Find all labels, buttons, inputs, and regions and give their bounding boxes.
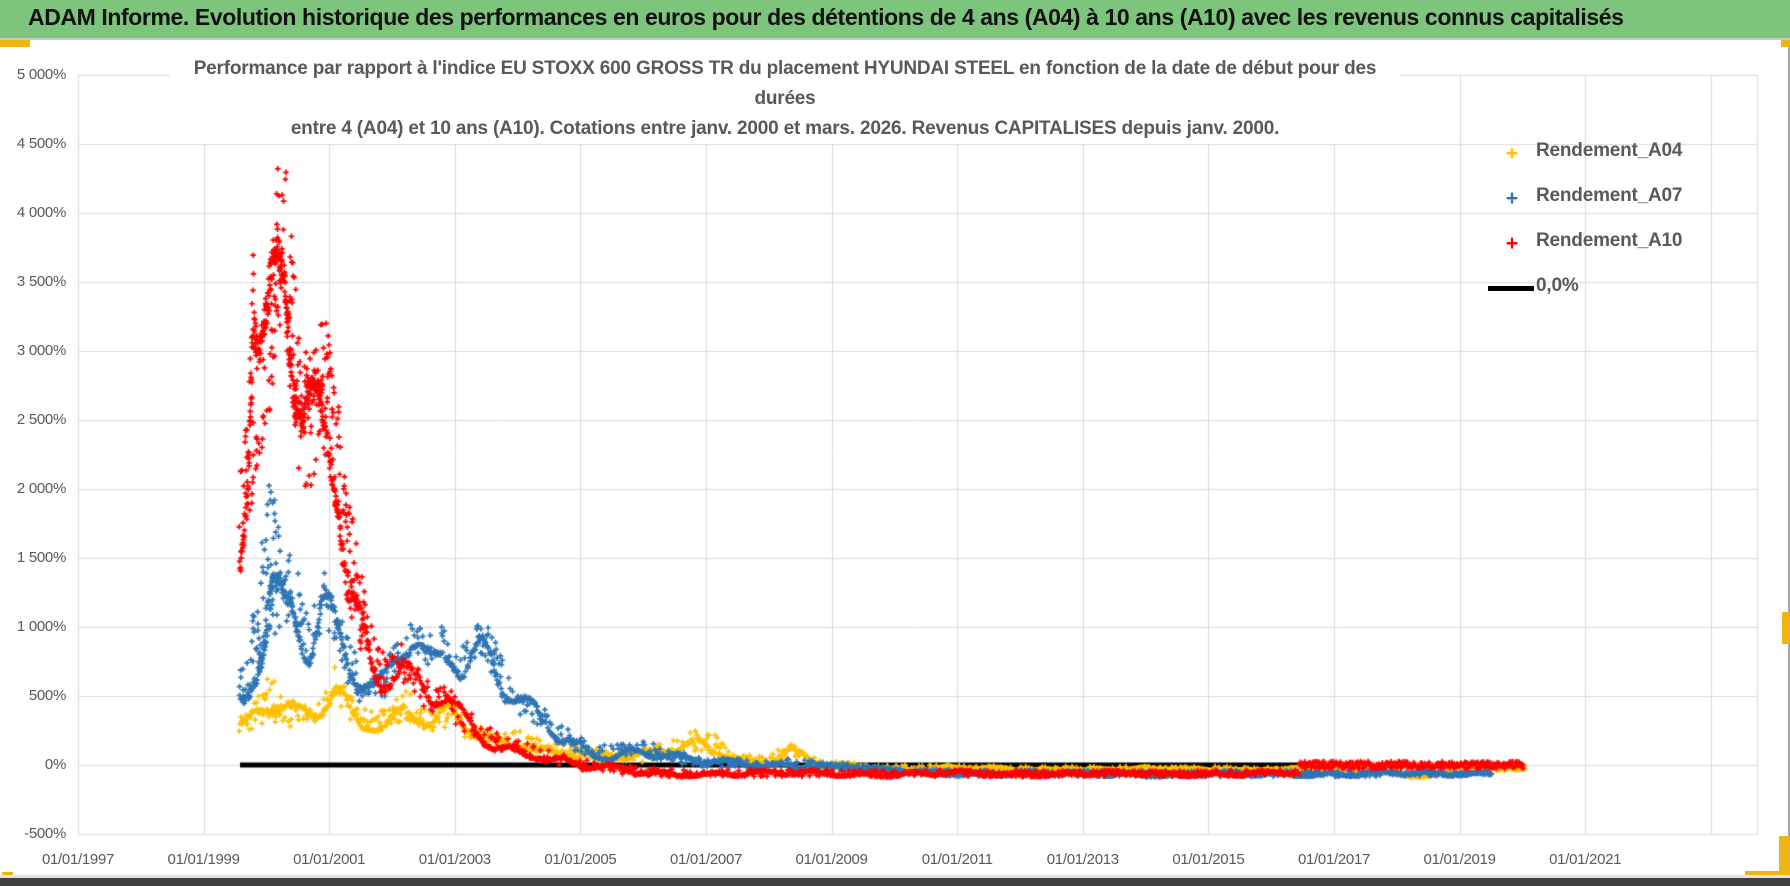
y-tick-label: 2 500%	[16, 411, 66, 428]
x-tick-label: 01/01/2019	[1423, 851, 1496, 868]
y-tick-label: 4 000%	[16, 204, 66, 221]
y-tick-label: 0%	[44, 756, 66, 773]
y-tick-label: 2 000%	[16, 480, 66, 497]
plus-marker-icon: +	[1505, 187, 1519, 210]
plus-marker-icon: +	[1505, 142, 1519, 165]
zero-line-swatch-icon	[1488, 286, 1534, 291]
legend-label: Rendement_A07	[1536, 185, 1683, 206]
sheet-frame-right	[1788, 36, 1790, 886]
bottom-bar	[0, 878, 1790, 886]
y-tick-label: 4 500%	[16, 135, 66, 152]
chart-title-line1: Performance par rapport à l'indice EU ST…	[193, 58, 1377, 109]
legend-label: Rendement_A04	[1536, 140, 1683, 161]
divider-line	[0, 875, 1790, 878]
x-tick-label: 01/01/2017	[1297, 851, 1371, 868]
chart-title: Performance par rapport à l'indice EU ST…	[170, 54, 1400, 144]
y-tick-label: 500%	[28, 687, 66, 704]
plus-marker-icon: +	[1505, 232, 1519, 255]
x-tick-label: 01/01/2003	[418, 851, 491, 868]
legend-label: Rendement_A10	[1536, 230, 1683, 251]
page-title: ADAM Informe. Evolution historique des p…	[28, 4, 1624, 30]
accent-bottom-right-edge	[1745, 871, 1790, 878]
x-tick-label: 01/01/2021	[1549, 851, 1622, 868]
x-tick-label: 01/01/2013	[1046, 851, 1119, 868]
y-tick-label: 1 500%	[16, 549, 66, 566]
y-tick-label: 1 000%	[16, 618, 66, 635]
y-tick-label: 3 000%	[16, 342, 66, 359]
y-tick-label: 3 500%	[16, 273, 66, 290]
x-tick-label: 01/01/2007	[669, 851, 743, 868]
chart-title-line2: entre 4 (A04) et 10 ans (A10). Cotations…	[290, 118, 1280, 139]
accent-bottom-right	[1779, 836, 1790, 878]
x-tick-label: 01/01/2011	[921, 851, 993, 868]
x-tick-label: 01/01/2009	[795, 851, 868, 868]
x-tick-label: 01/01/1999	[167, 851, 240, 868]
legend-label: 0,0%	[1536, 275, 1579, 296]
header-bar: ADAM Informe. Evolution historique des p…	[0, 0, 1790, 40]
accent-top-right	[1781, 33, 1790, 47]
accent-right-middle	[1782, 612, 1790, 644]
accent-top-left	[0, 40, 30, 47]
y-tick-label: 5 000%	[16, 66, 66, 83]
x-tick-label: 01/01/2005	[544, 851, 617, 868]
x-tick-label: 01/01/2015	[1172, 851, 1245, 868]
x-tick-label: 01/01/1997	[41, 851, 115, 868]
y-tick-label: -500%	[24, 825, 66, 842]
x-tick-label: 01/01/2001	[293, 851, 366, 868]
